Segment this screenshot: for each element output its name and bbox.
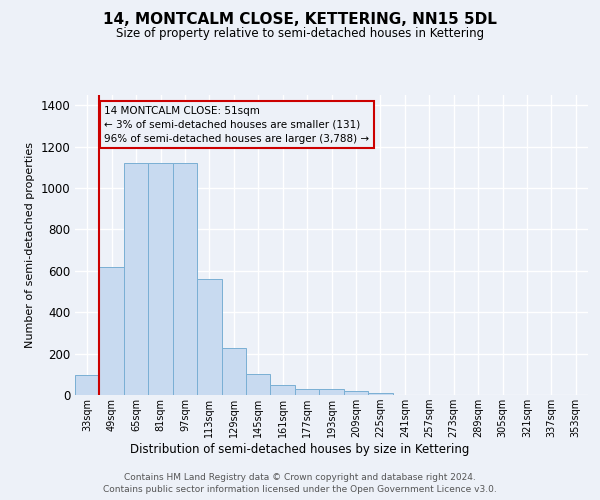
- Text: Size of property relative to semi-detached houses in Kettering: Size of property relative to semi-detach…: [116, 28, 484, 40]
- Text: 14, MONTCALM CLOSE, KETTERING, NN15 5DL: 14, MONTCALM CLOSE, KETTERING, NN15 5DL: [103, 12, 497, 28]
- Bar: [295, 389, 319, 395]
- Text: Contains HM Land Registry data © Crown copyright and database right 2024.: Contains HM Land Registry data © Crown c…: [124, 472, 476, 482]
- Y-axis label: Number of semi-detached properties: Number of semi-detached properties: [25, 142, 35, 348]
- Bar: [75, 376, 100, 395]
- Bar: [124, 164, 148, 395]
- Bar: [319, 390, 344, 395]
- Bar: [221, 348, 246, 395]
- Bar: [148, 164, 173, 395]
- Bar: [100, 266, 124, 395]
- Text: 14 MONTCALM CLOSE: 51sqm
← 3% of semi-detached houses are smaller (131)
96% of s: 14 MONTCALM CLOSE: 51sqm ← 3% of semi-de…: [104, 106, 370, 144]
- Bar: [368, 392, 392, 395]
- Bar: [271, 384, 295, 395]
- Bar: [344, 392, 368, 395]
- Text: Contains public sector information licensed under the Open Government Licence v3: Contains public sector information licen…: [103, 485, 497, 494]
- Bar: [173, 164, 197, 395]
- Bar: [197, 279, 221, 395]
- Bar: [246, 374, 271, 395]
- Text: Distribution of semi-detached houses by size in Kettering: Distribution of semi-detached houses by …: [130, 442, 470, 456]
